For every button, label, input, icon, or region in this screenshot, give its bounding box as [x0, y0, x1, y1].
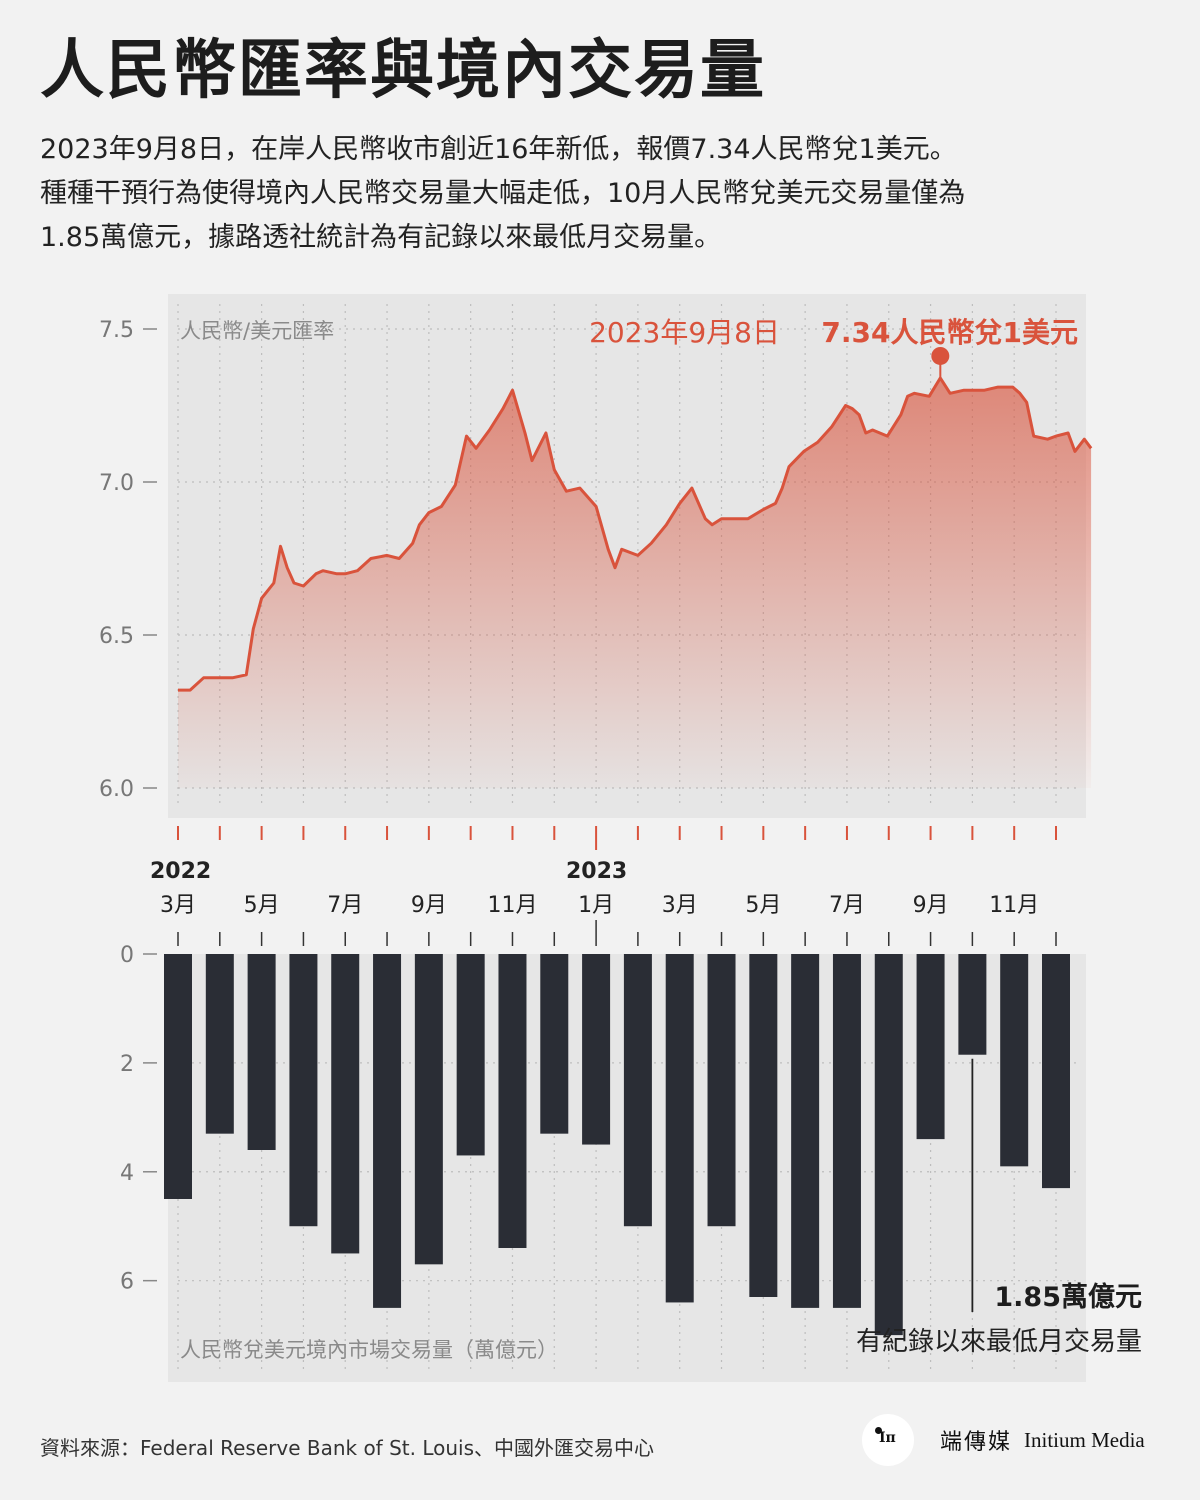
volume-bar-2022-09 [414, 954, 443, 1265]
volume-y-tick-label: 2 [120, 1052, 134, 1077]
volume-bar-2023-08 [874, 954, 903, 1336]
volume-bar-2023-04 [707, 954, 736, 1227]
month-label: 9月 [411, 893, 447, 918]
peak-marker-dot [931, 346, 950, 365]
month-label: 11月 [989, 893, 1039, 918]
month-label: 7月 [327, 893, 363, 918]
peak-annotation-date: 2023年9月8日 [589, 316, 780, 349]
volume-bar-2023-01 [582, 954, 611, 1145]
min-volume-note: 有紀錄以來最低月交易量 [856, 1327, 1142, 1357]
volume-bar-2022-10 [456, 954, 485, 1156]
subtitle-line-2: 種種干預行為使得境內人民幣交易量大幅走低，10月人民幣兌美元交易量僅為 [40, 178, 966, 209]
rate-y-tick-label: 6.5 [99, 624, 134, 649]
month-label: 1月 [578, 893, 614, 918]
volume-bar-2023-12 [1042, 954, 1070, 1189]
month-label: 11月 [487, 893, 537, 918]
volume-bar-2022-05 [247, 954, 276, 1150]
subtitle-line-1: 2023年9月8日，在岸人民幣收市創近16年新低，報價7.34人民幣兌1美元。 [40, 134, 957, 165]
exchange-rate-area [178, 378, 1092, 788]
volume-bar-2022-04 [205, 954, 234, 1134]
volume-bar-2022-12 [540, 954, 569, 1134]
volume-bar-2023-05 [749, 954, 778, 1297]
month-label: 5月 [244, 893, 280, 918]
month-label: 3月 [160, 893, 196, 918]
rate-y-tick-label: 7.0 [99, 471, 134, 496]
logo-chinese-name: 端傳媒 [940, 1430, 1013, 1455]
year-label-2022: 2022 [150, 859, 211, 884]
volume-bar-2022-06 [289, 954, 318, 1227]
volume-y-tick-label: 0 [120, 943, 134, 968]
year-label-2023: 2023 [566, 859, 627, 884]
volume-bar-2023-10 [958, 954, 987, 1055]
page-title: 人民幣匯率與境內交易量 [40, 34, 766, 108]
month-label: 9月 [913, 893, 949, 918]
source-note: 資料來源：Federal Reserve Bank of St. Louis、中… [40, 1436, 655, 1460]
month-label: 3月 [662, 893, 698, 918]
volume-bar-2023-07 [832, 954, 861, 1308]
volume-bar-2023-11 [1000, 954, 1029, 1167]
volume-bar-2022-08 [373, 954, 402, 1308]
initium-logo-icon: Iп [862, 1414, 914, 1466]
volume-panel-label: 人民幣兌美元境內市場交易量（萬億元） [180, 1338, 558, 1362]
rate-y-tick-label: 6.0 [99, 777, 134, 802]
subtitle-line-3: 1.85萬億元，據路透社統計為有記錄以來最低月交易量。 [40, 222, 722, 253]
volume-bar-2022-07 [331, 954, 360, 1254]
volume-bar-2022-11 [498, 954, 527, 1248]
volume-bar-2023-02 [623, 954, 652, 1227]
rate-y-tick-label: 7.5 [99, 318, 134, 343]
volume-bar-2023-03 [665, 954, 694, 1303]
volume-y-tick-label: 4 [120, 1161, 134, 1186]
peak-annotation-value: 7.34人民幣兌1美元 [821, 316, 1078, 349]
exchange-rate-panel-label: 人民幣/美元匯率 [180, 319, 334, 343]
exchange-rate-line [178, 376, 1093, 692]
volume-bar-2023-09 [916, 954, 945, 1140]
month-label: 7月 [829, 893, 865, 918]
volume-bar-2023-06 [791, 954, 820, 1308]
volume-y-tick-label: 6 [120, 1270, 134, 1295]
publisher-logo: Iп 端傳媒 Initium Media [862, 1414, 1145, 1466]
page-subtitle: 2023年9月8日，在岸人民幣收市創近16年新低，報價7.34人民幣兌1美元。 … [40, 128, 1170, 260]
min-volume-value-label: 1.85萬億元 [994, 1282, 1142, 1313]
logo-english-name: Initium Media [1024, 1427, 1145, 1452]
month-label: 5月 [745, 893, 781, 918]
volume-bar-2022-03 [164, 954, 192, 1199]
combined-chart: 7.5 7.0 6.5 6.0 0 2 4 6 3月 5月 7月 9月 11月 1月 3月 5月 7月 9月 11月… [99, 294, 1142, 1382]
